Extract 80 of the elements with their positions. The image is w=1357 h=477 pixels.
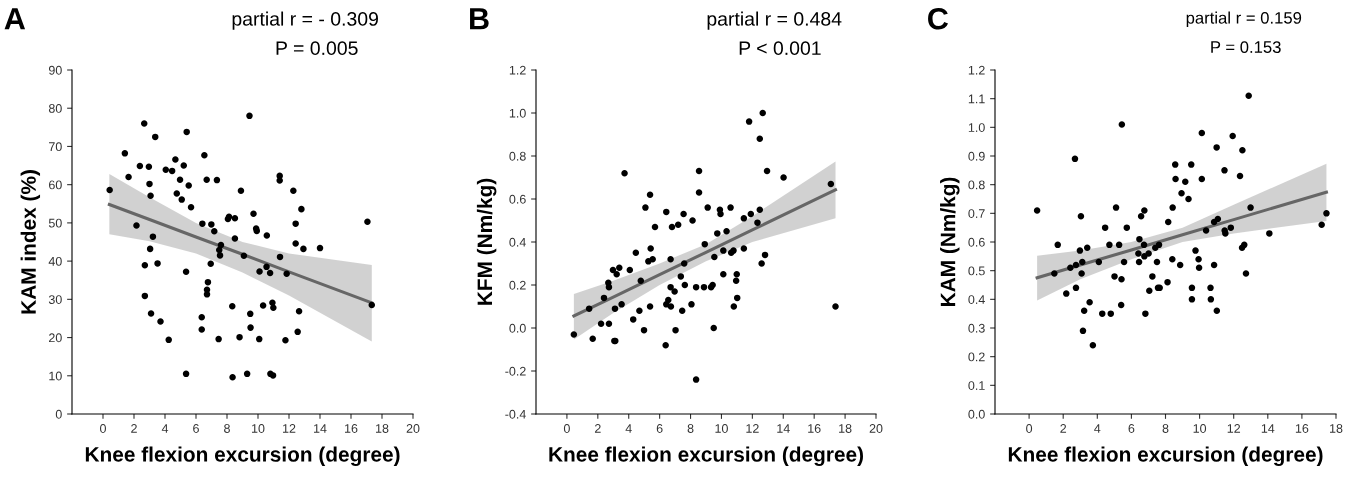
y-tick-label: 0.8 bbox=[968, 180, 985, 190]
text: partial r = 0.159 bbox=[1186, 11, 1302, 28]
y-tick-label: 0.6 bbox=[968, 237, 985, 247]
x-axis-title: Knee flexion excursion (degree) bbox=[85, 446, 400, 466]
x-tick-label: 12 bbox=[1227, 424, 1241, 433]
chart-title: C bbox=[928, 7, 949, 30]
chart-title: A bbox=[4, 8, 26, 30]
x-tick-label: 16 bbox=[808, 424, 821, 433]
x-tick-label: 2 bbox=[594, 424, 601, 433]
y-tick-label: 0.2 bbox=[968, 352, 985, 362]
x-tick-label: 18 bbox=[839, 424, 852, 433]
y-tick-label: 0 bbox=[55, 409, 62, 419]
x-tick-label: 4 bbox=[625, 424, 632, 433]
x-tick-label: 6 bbox=[193, 424, 199, 433]
x-axis-title: Knee flexion excursion (degree) bbox=[1008, 446, 1323, 466]
x-tick-label: 6 bbox=[656, 424, 663, 433]
y-tick-label: 0.4 bbox=[509, 237, 526, 247]
y-tick-label: 0.4 bbox=[968, 295, 985, 304]
text: partial r = - 0.309 bbox=[232, 11, 378, 30]
y-tick-label: 0.2 bbox=[509, 280, 526, 290]
x-tick-label: 20 bbox=[406, 424, 420, 433]
x-tick-label: 4 bbox=[161, 424, 169, 433]
y-tick-label: 0.5 bbox=[968, 266, 985, 276]
x-tick-label: 2 bbox=[131, 424, 137, 433]
x-tick-label: 14 bbox=[777, 424, 790, 433]
text: partial r = 0.484 bbox=[707, 11, 842, 30]
y-tick-label: 1.1 bbox=[968, 94, 985, 104]
y-tick-label: 0.3 bbox=[968, 323, 985, 333]
y-tick-label: 1.0 bbox=[509, 108, 526, 118]
y-tick-label: 20 bbox=[49, 333, 62, 343]
y-tick-label: -0.4 bbox=[505, 409, 526, 419]
y-tick-label: 80 bbox=[48, 104, 62, 113]
text: P = 0.153 bbox=[1211, 41, 1281, 53]
x-tick-label: 2 bbox=[1060, 424, 1067, 433]
y-tick-label: 0.8 bbox=[509, 151, 526, 161]
x-tick-label: 10 bbox=[715, 424, 728, 433]
y-tick-label: 30 bbox=[48, 295, 62, 304]
x-tick-label: 12 bbox=[283, 424, 296, 433]
y-tick-label: 0.0 bbox=[968, 409, 985, 419]
x-tick-label: 12 bbox=[746, 424, 759, 433]
y-axis-title: KAM index (%) bbox=[20, 170, 41, 314]
x-tick-label: 6 bbox=[1128, 424, 1135, 433]
y-tick-label: 0.0 bbox=[509, 323, 526, 333]
x-tick-label: 8 bbox=[224, 424, 230, 433]
chart-title: B bbox=[470, 8, 489, 30]
x-tick-label: 0 bbox=[563, 424, 570, 433]
y-tick-label: 70 bbox=[49, 142, 62, 152]
y-axis-title: KFM (Nm/kg) bbox=[476, 178, 497, 305]
y-tick-label: 0.1 bbox=[968, 381, 985, 390]
y-tick-label: 90 bbox=[48, 65, 62, 75]
y-tick-label: 1.2 bbox=[509, 65, 526, 75]
x-tick-label: 14 bbox=[1261, 424, 1275, 433]
x-tick-label: 14 bbox=[314, 424, 327, 433]
y-tick-label: 60 bbox=[49, 180, 62, 190]
x-tick-label: 18 bbox=[1330, 424, 1343, 433]
x-tick-label: 8 bbox=[1162, 424, 1169, 433]
y-tick-label: 1.2 bbox=[968, 65, 985, 75]
y-tick-label: 40 bbox=[48, 256, 62, 266]
y-tick-label: 50 bbox=[48, 218, 62, 228]
y-tick-label: 0.7 bbox=[968, 209, 985, 218]
x-axis-title: Knee flexion excursion (degree) bbox=[549, 446, 864, 466]
line-series bbox=[1035, 190, 1328, 280]
x-tick-label: 18 bbox=[376, 424, 389, 433]
y-tick-label: 0.9 bbox=[968, 151, 985, 161]
y-axis-title: KAM (Nm/kg) bbox=[940, 177, 960, 306]
x-tick-label: 16 bbox=[345, 424, 358, 433]
x-tick-label: 10 bbox=[1193, 424, 1207, 433]
x-tick-label: 0 bbox=[1026, 424, 1033, 433]
y-tick-label: 0.6 bbox=[509, 194, 526, 204]
x-tick-label: 0 bbox=[100, 424, 106, 433]
text: P = 0.005 bbox=[276, 41, 358, 56]
x-tick-label: 8 bbox=[687, 424, 694, 433]
x-tick-label: 20 bbox=[869, 424, 883, 433]
y-tick-label: 1.0 bbox=[968, 123, 985, 132]
x-tick-label: 10 bbox=[252, 424, 265, 433]
y-tick-label: 10 bbox=[49, 371, 62, 381]
y-tick-label: -0.2 bbox=[505, 366, 526, 376]
x-tick-label: 4 bbox=[1094, 424, 1101, 433]
x-tick-label: 16 bbox=[1295, 424, 1309, 433]
text: P < 0.001 bbox=[739, 41, 821, 56]
